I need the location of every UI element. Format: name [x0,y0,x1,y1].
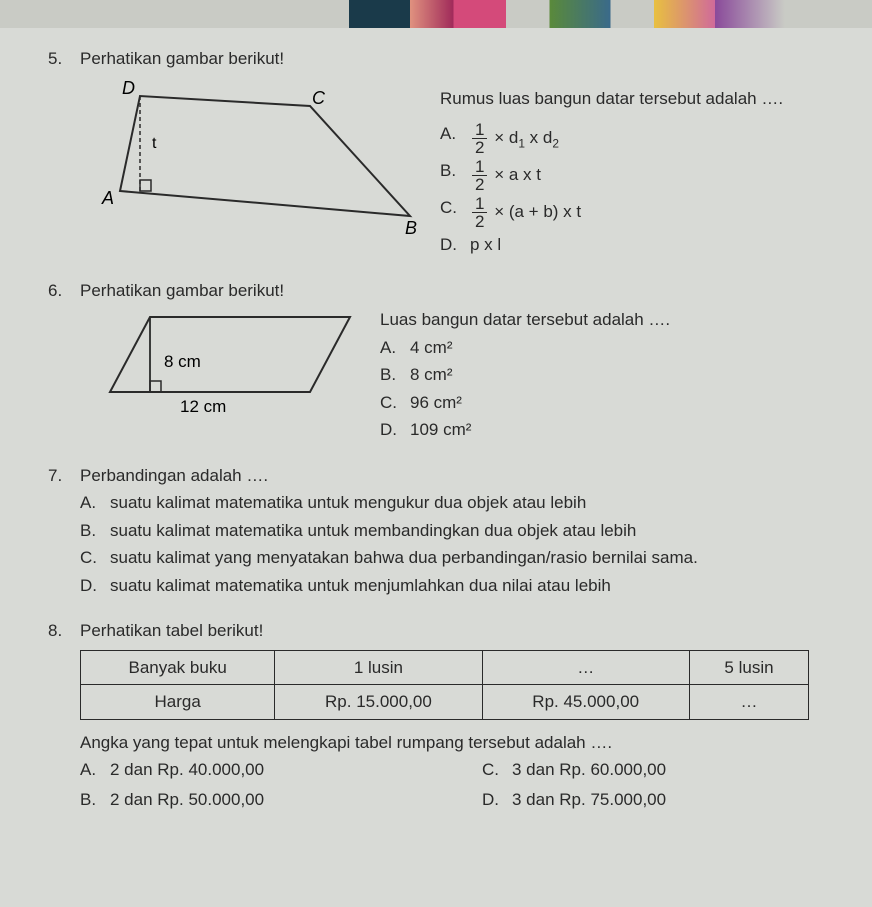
q5-choice-b: B. 12 × a x t [440,158,824,193]
q7-choice-d: D.suatu kalimat matematika untuk menjuml… [80,573,824,599]
vertex-d: D [122,78,135,98]
q6-figure: 8 cm 12 cm [80,307,360,417]
q5-choice-c: C. 12 × (a + b) x t [440,195,824,230]
q8-statement: Angka yang tepat untuk melengkapi tabel … [80,730,824,756]
q5-choices: A. 12 × d1 x d2 B. 12 × a x t [440,121,824,258]
cell: … [482,650,689,685]
vertex-c: C [312,88,326,108]
q7-choices: A.suatu kalimat matematika untuk menguku… [80,490,824,598]
para-height: 8 cm [164,352,201,371]
q6-statement: Luas bangun datar tersebut adalah …. [380,307,824,333]
q7-number: 7. [48,463,74,601]
q5-prompt: Perhatikan gambar berikut! [80,46,824,72]
cell: 5 lusin [689,650,808,685]
vertex-b: B [405,218,417,236]
q8-choice-c: C.3 dan Rp. 60.000,00 [482,757,824,783]
cell: Banyak buku [81,650,275,685]
q5-number: 5. [48,46,74,260]
q7-choice-b: B.suatu kalimat matematika untuk memband… [80,518,824,544]
q5-figure: D C A B t [80,76,420,236]
q7-choice-c: C.suatu kalimat yang menyatakan bahwa du… [80,545,824,571]
question-7: 7. Perbandingan adalah …. A.suatu kalima… [48,463,824,601]
q8-choice-a: A.2 dan Rp. 40.000,00 [80,757,422,783]
height-t: t [152,135,157,152]
question-6: 6. Perhatikan gambar berikut! 8 cm 12 cm [48,278,824,445]
q5-choice-d: D. p x l [440,232,824,258]
para-base: 12 cm [180,397,226,416]
q8-table: Banyak buku 1 lusin … 5 lusin Harga Rp. … [80,650,809,720]
table-row: Banyak buku 1 lusin … 5 lusin [81,650,809,685]
q7-prompt: Perbandingan adalah …. [80,463,824,489]
q6-choice-d: D.109 cm² [380,417,824,443]
parallelogram-svg: 8 cm 12 cm [100,307,360,417]
q6-number: 6. [48,278,74,445]
cell: Rp. 45.000,00 [482,685,689,720]
page: 5. Perhatikan gambar berikut! D C A B [0,46,872,852]
cell: Rp. 15.000,00 [275,685,482,720]
q7-choice-a: A.suatu kalimat matematika untuk menguku… [80,490,824,516]
cell: 1 lusin [275,650,482,685]
q6-choice-b: B.8 cm² [380,362,824,388]
q8-choice-d: D.3 dan Rp. 75.000,00 [482,787,824,813]
q6-choice-c: C.96 cm² [380,390,824,416]
top-decoration [0,0,872,28]
q5-statement: Rumus luas bangun datar tersebut adalah … [440,86,824,112]
q6-choices: A.4 cm² B.8 cm² C.96 cm² D.109 cm² [380,335,824,443]
q8-number: 8. [48,618,74,814]
q6-prompt: Perhatikan gambar berikut! [80,278,824,304]
q6-choice-a: A.4 cm² [380,335,824,361]
q5-choice-a: A. 12 × d1 x d2 [440,121,824,156]
trapezoid-svg: D C A B t [80,76,420,236]
cell: Harga [81,685,275,720]
vertex-a: A [101,188,114,208]
cell: … [689,685,808,720]
question-5: 5. Perhatikan gambar berikut! D C A B [48,46,824,260]
table-row: Harga Rp. 15.000,00 Rp. 45.000,00 … [81,685,809,720]
q8-prompt: Perhatikan tabel berikut! [80,618,824,644]
question-8: 8. Perhatikan tabel berikut! Banyak buku… [48,618,824,814]
q8-choices: A.2 dan Rp. 40.000,00 C.3 dan Rp. 60.000… [80,755,824,814]
q8-choice-b: B.2 dan Rp. 50.000,00 [80,787,422,813]
